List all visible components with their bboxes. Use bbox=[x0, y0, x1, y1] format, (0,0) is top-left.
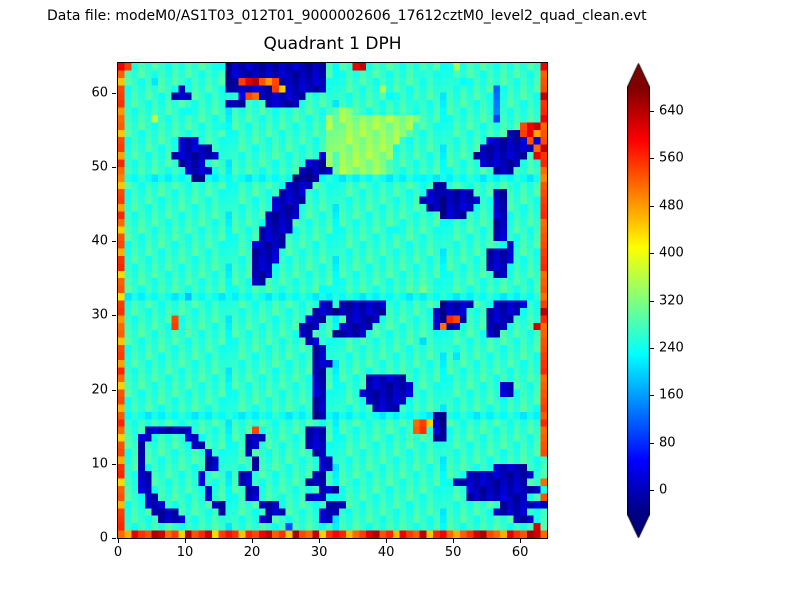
colorbar-tick-label: 400 bbox=[659, 245, 684, 261]
y-tick-mark bbox=[112, 538, 116, 539]
colorbar-tick-label: 320 bbox=[659, 293, 684, 308]
x-tick-mark bbox=[520, 539, 522, 543]
x-tick-label: 10 bbox=[176, 545, 194, 560]
colorbar-tick-mark bbox=[650, 110, 654, 112]
colorbar-tick-mark bbox=[650, 395, 654, 397]
x-tick-label: 60 bbox=[511, 545, 529, 560]
y-tick-mark bbox=[112, 463, 116, 465]
colorbar-tick-label: 480 bbox=[659, 198, 684, 214]
colorbar-tick-mark bbox=[650, 490, 654, 492]
y-tick-label: 20 bbox=[91, 382, 108, 398]
colorbar-tick-label: 560 bbox=[659, 150, 684, 166]
colorbar-tick-mark bbox=[650, 442, 654, 444]
colorbar-tick-mark bbox=[650, 300, 654, 302]
y-tick-mark bbox=[112, 166, 116, 168]
x-tick-label: 40 bbox=[377, 545, 395, 560]
y-tick-label: 40 bbox=[91, 233, 108, 249]
heatmap-axes bbox=[117, 62, 548, 539]
y-tick-label: 10 bbox=[91, 456, 108, 472]
colorbar-tick-mark bbox=[650, 158, 654, 160]
x-tick-label: 30 bbox=[310, 545, 328, 560]
colorbar-tick-label: 80 bbox=[659, 435, 676, 451]
x-tick-label: 20 bbox=[243, 545, 261, 560]
colorbar-tick-label: 0 bbox=[659, 482, 668, 498]
x-tick-label: 0 bbox=[113, 545, 123, 560]
y-tick-mark bbox=[112, 315, 116, 317]
colorbar-tick-mark bbox=[650, 253, 654, 255]
y-tick-label: 30 bbox=[91, 307, 108, 323]
x-tick-mark bbox=[252, 539, 254, 543]
x-tick-mark bbox=[185, 539, 187, 543]
x-tick-mark bbox=[386, 539, 388, 543]
y-tick-label: 60 bbox=[91, 85, 108, 101]
y-tick-mark bbox=[112, 241, 116, 243]
heatmap-image bbox=[118, 63, 547, 538]
colorbar-tick-mark bbox=[650, 205, 654, 207]
colorbar-tick-mark bbox=[650, 347, 654, 349]
y-tick-mark bbox=[112, 389, 116, 391]
colorbar-tick-label: 160 bbox=[659, 387, 684, 403]
datafile-label: Data file: modeM0/AS1T03_012T01_90000026… bbox=[47, 8, 647, 24]
colorbar-tick-label: 240 bbox=[659, 340, 684, 356]
x-tick-mark bbox=[453, 539, 455, 543]
colorbar bbox=[627, 63, 650, 538]
colorbar-tick-label: 640 bbox=[659, 103, 684, 119]
x-tick-mark bbox=[319, 539, 321, 543]
y-tick-label: 0 bbox=[99, 530, 108, 546]
y-tick-label: 50 bbox=[91, 159, 108, 175]
x-tick-label: 50 bbox=[444, 545, 462, 560]
chart-title: Quadrant 1 DPH bbox=[263, 34, 402, 54]
y-tick-mark bbox=[112, 92, 116, 94]
x-tick-mark bbox=[118, 539, 119, 543]
